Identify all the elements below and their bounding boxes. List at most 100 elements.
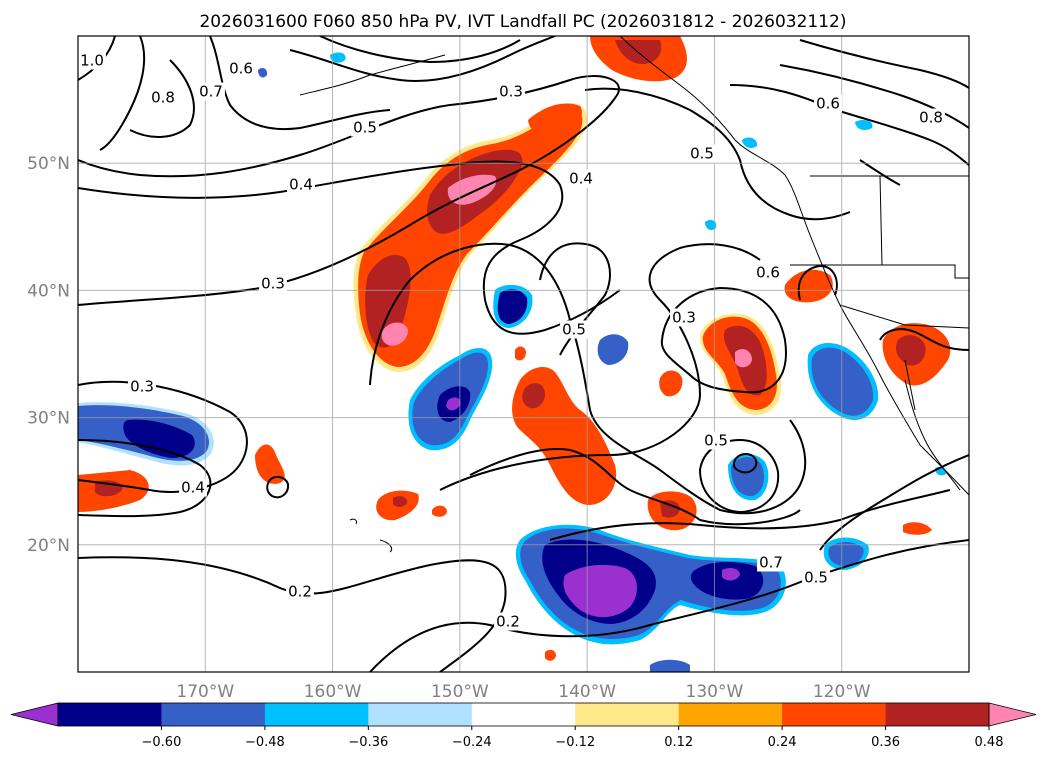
colorbar-tick-label: −0.36 xyxy=(348,735,388,750)
colorbar-tick-label: −0.48 xyxy=(245,735,285,750)
gridlines xyxy=(78,36,969,672)
pv-contours xyxy=(78,36,969,672)
pv-contour-label: 0.5 xyxy=(353,119,377,137)
pv-contour-label-bg xyxy=(227,59,255,78)
border xyxy=(839,304,969,329)
pv-contour-label: 0.8 xyxy=(919,109,943,127)
shade-region xyxy=(381,322,408,346)
pv-contour xyxy=(99,36,146,151)
pv-contour-label: 0.6 xyxy=(229,60,253,78)
pv-contour xyxy=(797,264,838,301)
coastline xyxy=(904,379,961,491)
border xyxy=(790,264,969,279)
pv-contour-label-bg xyxy=(149,88,177,107)
pv-contour xyxy=(369,242,807,515)
pv-contour-label: 0.3 xyxy=(261,275,285,293)
pv-contour xyxy=(78,439,212,518)
pv-contour-label-bg xyxy=(754,263,782,282)
shade-region xyxy=(811,347,874,416)
colorbar-tick-label: 0.12 xyxy=(664,735,693,750)
pv-contour-label: 0.4 xyxy=(569,170,593,188)
pv-contour-label: 0.3 xyxy=(130,378,154,396)
shade-region xyxy=(903,522,932,535)
colorbar-segment xyxy=(368,703,473,726)
island xyxy=(349,518,357,525)
pv-contour xyxy=(129,59,195,138)
shade-region xyxy=(722,567,740,581)
pv-contour-label: 0.2 xyxy=(288,583,312,601)
pv-contour-label: 0.5 xyxy=(804,569,828,587)
pv-contour-label-bg xyxy=(197,82,225,101)
pv-contour-label-bg xyxy=(670,308,698,327)
pv-contour xyxy=(584,87,851,221)
pv-contour xyxy=(549,489,951,541)
border xyxy=(879,175,883,266)
coastline xyxy=(299,54,446,96)
lon-tick-label: 130°W xyxy=(686,682,744,702)
pv-contour-label: 0.5 xyxy=(562,321,586,339)
shade-region xyxy=(563,564,637,618)
shade-region xyxy=(650,659,690,672)
pv-contour-label-bg xyxy=(757,553,785,572)
colorbar-tick-label: −0.60 xyxy=(142,735,182,750)
pv-contour xyxy=(729,84,969,166)
pv-contour xyxy=(78,380,248,493)
pv-contour xyxy=(819,454,969,551)
colorbar-tick-label: 0.48 xyxy=(975,735,1004,750)
pv-contour xyxy=(209,36,391,131)
pv-contour-label: 0.3 xyxy=(499,83,523,101)
colorbar-extend-low xyxy=(10,702,59,727)
figure-title: 2026031600 F060 850 hPa PV, IVT Landfall… xyxy=(199,12,846,32)
longitude-labels: 170°W 160°W 150°W 140°W 130°W 120°W xyxy=(176,682,870,702)
map-border xyxy=(77,35,970,673)
coastlines xyxy=(299,36,969,553)
pv-contour-label: 0.5 xyxy=(690,145,714,163)
shade-region xyxy=(659,370,683,397)
shade-region xyxy=(784,269,833,303)
shade-region xyxy=(896,335,926,366)
lat-tick-label: 50°N xyxy=(27,154,70,174)
pv-contour-label-bg xyxy=(287,175,315,194)
lat-tick-label: 30°N xyxy=(27,409,70,429)
shade-region xyxy=(446,397,461,411)
pv-contour-label-bg xyxy=(78,51,106,70)
shade-region xyxy=(393,496,408,507)
shade-region xyxy=(258,67,268,78)
pv-contour-label-bg xyxy=(702,431,730,450)
pv-contour-label-bg xyxy=(917,108,945,127)
colorbar-tick-label: 0.24 xyxy=(768,735,797,750)
lon-tick-label: 160°W xyxy=(304,682,362,702)
colorbar-frame xyxy=(57,702,990,727)
latitude-labels: 20°N 30°N 40°N 50°N xyxy=(27,154,70,556)
lat-tick-label: 40°N xyxy=(27,281,70,301)
shade-region xyxy=(735,349,752,368)
colorbar-tick-label: −0.24 xyxy=(452,735,492,750)
colorbar-extend-high xyxy=(988,702,1037,727)
colorbar-segment xyxy=(58,703,162,726)
lon-tick-label: 170°W xyxy=(176,682,234,702)
shade-region xyxy=(528,103,582,137)
shade-region xyxy=(330,52,346,63)
pv-contour-label: 0.4 xyxy=(289,176,313,194)
shade-region xyxy=(522,383,546,409)
pv-contour-label-bg xyxy=(802,568,830,587)
pv-contour-label-bg xyxy=(259,274,287,293)
colorbar-segment xyxy=(782,703,887,726)
pv-contour xyxy=(78,160,621,335)
pv-contour xyxy=(369,539,969,672)
lat-tick-label: 20°N xyxy=(27,536,70,556)
shade-region xyxy=(432,505,447,517)
colorbar-segment xyxy=(885,703,990,726)
pv-contour xyxy=(78,75,620,306)
colorbar-tick-label: −0.12 xyxy=(555,735,595,750)
pv-contour xyxy=(732,453,758,474)
pv-contour-label: 0.6 xyxy=(816,95,840,113)
shade-region xyxy=(705,220,717,230)
pv-contour xyxy=(879,328,969,351)
pv-contour-label: 0.2 xyxy=(496,613,520,631)
pv-contour-label-bg xyxy=(494,612,522,631)
colorbar-segment xyxy=(161,703,266,726)
map-content: 0.2 0.2 0.3 0.3 0.3 0.3 0.4 0.4 0.4 0.5 0.5 0.5 0.5 0… xyxy=(78,36,969,672)
pv-contour xyxy=(266,475,290,499)
pv-contour-label: 0.8 xyxy=(151,89,175,107)
